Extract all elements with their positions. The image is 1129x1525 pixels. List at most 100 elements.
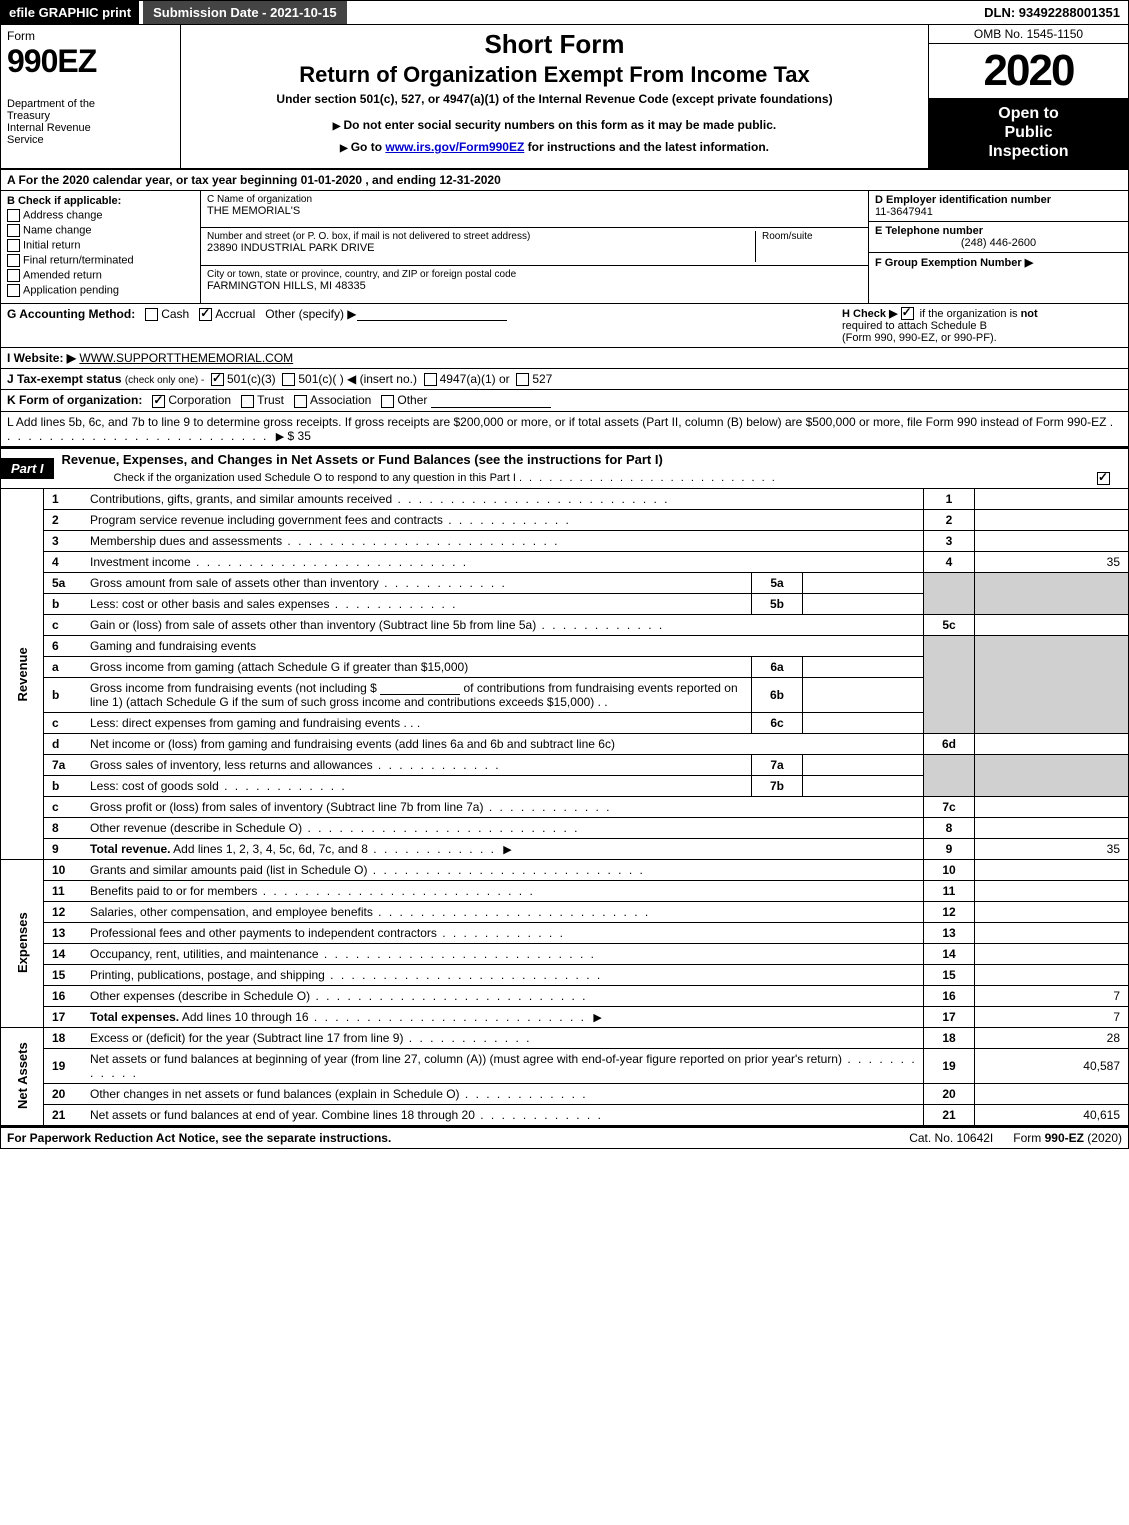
table-row: 6 Gaming and fundraising events — [1, 635, 1129, 656]
table-row: c Gross profit or (loss) from sales of i… — [1, 796, 1129, 817]
numcol-10: 10 — [924, 859, 975, 880]
part-1-sub: Check if the organization used Schedule … — [54, 470, 1128, 488]
ein-label: D Employer identification number — [875, 194, 1122, 206]
table-row: d Net income or (loss) from gaming and f… — [1, 733, 1129, 754]
part-1-table: Revenue 1 Contributions, gifts, grants, … — [0, 489, 1129, 1126]
table-row: Net Assets 18 Excess or (deficit) for th… — [1, 1027, 1129, 1048]
cb-other-org[interactable] — [381, 395, 394, 408]
subcol-7b: 7b — [752, 775, 803, 796]
goto-post: for instructions and the latest informat… — [524, 140, 769, 154]
amt-18: 28 — [975, 1027, 1129, 1048]
amt-8 — [975, 817, 1129, 838]
numcol-5ab-shade — [924, 572, 975, 614]
numcol-18: 18 — [924, 1027, 975, 1048]
lineno-17: 17 — [44, 1006, 86, 1027]
lineno-6b: b — [44, 677, 86, 712]
room-suite: Room/suite — [755, 231, 862, 262]
subcol-6b: 6b — [752, 677, 803, 712]
cb-4947[interactable] — [424, 373, 437, 386]
subval-6a — [803, 656, 924, 677]
numcol-9: 9 — [924, 838, 975, 859]
desc-6a: Gross income from gaming (attach Schedul… — [85, 656, 752, 677]
corp-label: Corporation — [168, 393, 231, 407]
numcol-7c: 7c — [924, 796, 975, 817]
cb-accrual[interactable] — [199, 308, 212, 321]
cb-initial-return[interactable]: Initial return — [7, 239, 194, 252]
lineno-5c: c — [44, 614, 86, 635]
cb-association[interactable] — [294, 395, 307, 408]
cb-application-pending[interactable]: Application pending — [7, 284, 194, 297]
sidebar-expenses: Expenses — [1, 859, 44, 1027]
amt-15 — [975, 964, 1129, 985]
header-right: OMB No. 1545-1150 2020 Open toPublicInsp… — [928, 25, 1128, 168]
table-row: 13 Professional fees and other payments … — [1, 922, 1129, 943]
h-text1: if the organization is — [920, 308, 1021, 320]
accounting-method: G Accounting Method: Cash Accrual Other … — [7, 307, 814, 345]
k-label: K Form of organization: — [7, 393, 142, 407]
cb-corporation[interactable] — [152, 395, 165, 408]
lineno-3: 3 — [44, 530, 86, 551]
table-row: 3 Membership dues and assessments 3 — [1, 530, 1129, 551]
numcol-6-shade — [924, 635, 975, 733]
subval-5b — [803, 593, 924, 614]
telephone-row: E Telephone number (248) 446-2600 — [869, 222, 1128, 253]
other-label: Other (specify) ▶ — [265, 307, 356, 321]
i-label: I Website: ▶ — [7, 351, 76, 365]
subcol-6c: 6c — [752, 712, 803, 733]
cb-501c[interactable] — [282, 373, 295, 386]
address: 23890 INDUSTRIAL PARK DRIVE — [207, 242, 755, 254]
lineno-1: 1 — [44, 489, 86, 510]
footer-cat-no: Cat. No. 10642I — [889, 1131, 1013, 1145]
cb-schedule-b[interactable] — [901, 307, 914, 320]
desc-16: Other expenses (describe in Schedule O) — [85, 985, 924, 1006]
cb-cash[interactable] — [145, 308, 158, 321]
cb-schedule-o[interactable] — [1097, 472, 1110, 485]
assoc-label: Association — [310, 393, 371, 407]
c-label: 501(c)( ) ◀ (insert no.) — [298, 372, 417, 386]
cb-trust[interactable] — [241, 395, 254, 408]
lineno-7b: b — [44, 775, 86, 796]
lineno-11: 11 — [44, 880, 86, 901]
desc-13: Professional fees and other payments to … — [85, 922, 924, 943]
open-inspection: Open toPublicInspection — [929, 98, 1128, 168]
s527-label: 527 — [532, 372, 552, 386]
efile-print-label[interactable]: efile GRAPHIC print — [1, 1, 139, 24]
cb-final-return[interactable]: Final return/terminated — [7, 254, 194, 267]
lineno-18: 18 — [44, 1027, 86, 1048]
address-row: Number and street (or P. O. box, if mail… — [201, 228, 868, 266]
amt-19: 40,587 — [975, 1048, 1129, 1083]
cb-address-change[interactable]: Address change — [7, 209, 194, 222]
amt-6d — [975, 733, 1129, 754]
desc-6: Gaming and fundraising events — [85, 635, 924, 656]
amt-21: 40,615 — [975, 1104, 1129, 1125]
desc-10: Grants and similar amounts paid (list in… — [85, 859, 924, 880]
cb-527[interactable] — [516, 373, 529, 386]
j-label: J Tax-exempt status — [7, 372, 122, 386]
org-name-row: C Name of organization THE MEMORIAL'S — [201, 191, 868, 229]
subval-5a — [803, 572, 924, 593]
address-label: Number and street (or P. O. box, if mail… — [207, 231, 755, 242]
page-footer: For Paperwork Reduction Act Notice, see … — [0, 1126, 1129, 1149]
h-text2: required to attach Schedule B — [842, 320, 987, 332]
lineno-5a: 5a — [44, 572, 86, 593]
table-row: 14 Occupancy, rent, utilities, and maint… — [1, 943, 1129, 964]
lineno-5b: b — [44, 593, 86, 614]
cb-501c3[interactable] — [211, 373, 224, 386]
cb-name-change[interactable]: Name change — [7, 224, 194, 237]
amt-13 — [975, 922, 1129, 943]
numcol-14: 14 — [924, 943, 975, 964]
desc-14: Occupancy, rent, utilities, and maintena… — [85, 943, 924, 964]
irs-link[interactable]: www.irs.gov/Form990EZ — [385, 140, 524, 154]
row-l-gross-receipts: L Add lines 5b, 6c, and 7b to line 9 to … — [0, 412, 1129, 447]
h-not: not — [1021, 308, 1038, 320]
dln-number: DLN: 93492288001351 — [976, 1, 1128, 24]
table-row: 21 Net assets or fund balances at end of… — [1, 1104, 1129, 1125]
subval-6c — [803, 712, 924, 733]
sidebar-revenue: Revenue — [1, 489, 44, 860]
amt-14 — [975, 943, 1129, 964]
cb-amended-return[interactable]: Amended return — [7, 269, 194, 282]
amt-7c — [975, 796, 1129, 817]
amt-16: 7 — [975, 985, 1129, 1006]
amt-12 — [975, 901, 1129, 922]
table-row: Revenue 1 Contributions, gifts, grants, … — [1, 489, 1129, 510]
